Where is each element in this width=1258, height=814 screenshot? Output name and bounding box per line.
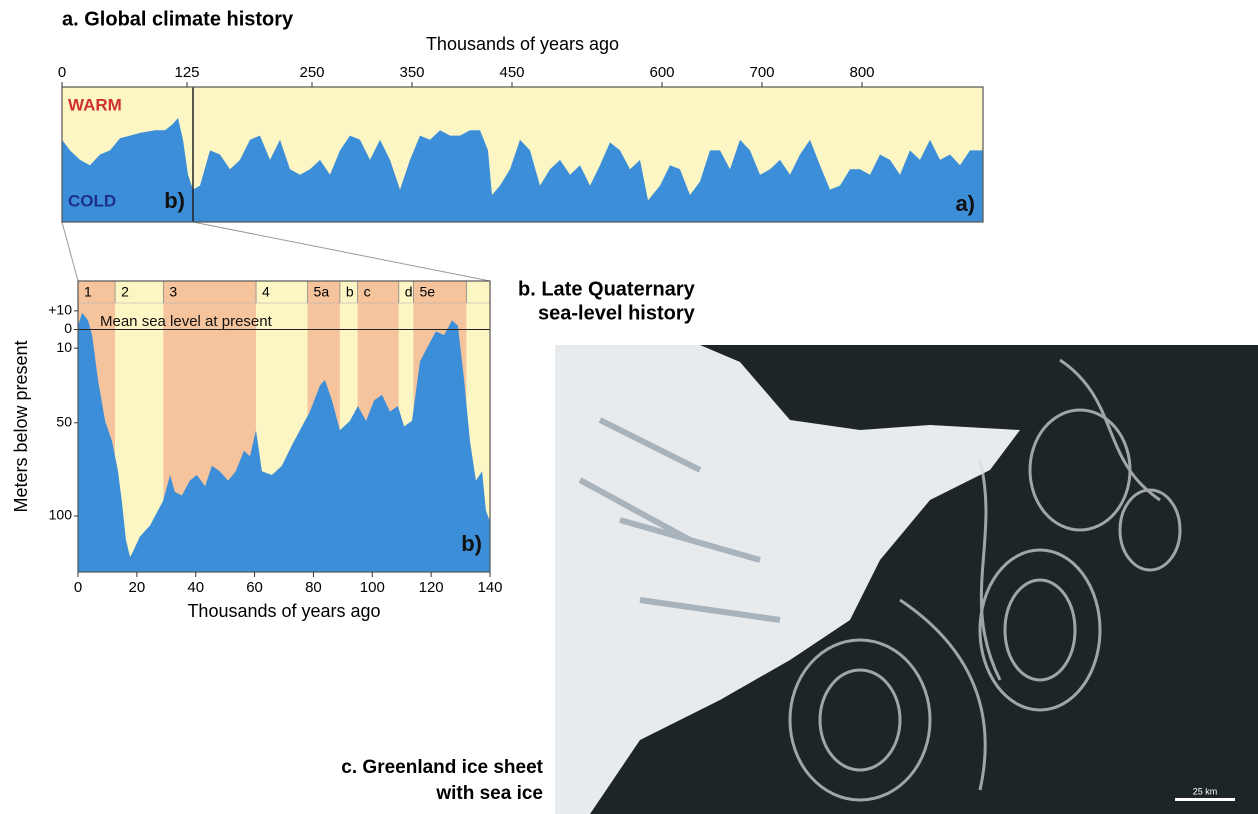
x-tick-label: 140	[477, 579, 502, 596]
annotation: Mean sea level at present	[100, 313, 273, 330]
x-tick-label: 450	[499, 64, 524, 81]
x-tick-label: 250	[299, 64, 324, 81]
x-axis-label: Thousands of years ago	[187, 601, 380, 621]
x-tick-label: 350	[399, 64, 424, 81]
annotation: COLD	[68, 191, 116, 210]
zoom-line	[61, 221, 79, 282]
x-tick-label: 600	[649, 64, 674, 81]
band-label: c	[364, 284, 371, 300]
band-label: 3	[169, 284, 177, 300]
ice-sheet	[555, 345, 1020, 814]
y-tick-label: 50	[56, 413, 72, 429]
x-tick-label: 125	[174, 64, 199, 81]
annotation: b)	[164, 188, 185, 213]
y-tick-label: 0	[64, 320, 72, 336]
band-label: b	[346, 284, 354, 300]
band-label: 5a	[314, 284, 330, 300]
panel-title: c. Greenland ice sheet	[341, 757, 543, 778]
x-tick-label: 60	[246, 579, 263, 596]
chart: 0 125 250 350 450 600 700 800 Thousands of years…	[58, 8, 984, 223]
x-axis-label: Thousands of years ago	[426, 34, 619, 54]
chart-title: sea-level history	[538, 302, 696, 324]
scale-bar	[1175, 798, 1235, 801]
area	[78, 312, 490, 572]
y-axis-label: Meters below present	[11, 340, 31, 512]
band-label: 5e	[419, 284, 435, 300]
band-label: 2	[121, 284, 129, 300]
x-tick-label: 800	[849, 64, 874, 81]
sea-ice-swirls	[788, 358, 1182, 802]
annotation: a)	[955, 191, 975, 216]
x-tick-label: 0	[58, 64, 66, 81]
scale-label: 25 km	[1193, 786, 1218, 796]
y-tick-label: +10	[48, 302, 72, 318]
x-tick-label: 120	[419, 579, 444, 596]
annotation: b)	[461, 531, 482, 556]
panel-title: with sea ice	[435, 783, 543, 804]
area	[62, 118, 983, 222]
plot-frame	[77, 280, 491, 573]
zoom-line	[192, 221, 491, 282]
annotation: WARM	[68, 95, 122, 114]
chart-title: b. Late Quaternary	[518, 278, 696, 300]
y-tick-label: 10	[56, 339, 72, 355]
y-tick-label: 100	[49, 507, 73, 523]
x-tick-label: 40	[187, 579, 204, 596]
band-label: 4	[262, 284, 270, 300]
x-tick-label: 700	[749, 64, 774, 81]
satellite-image: 25 km	[555, 345, 1258, 814]
x-tick-label: 100	[360, 579, 385, 596]
x-tick-label: 80	[305, 579, 322, 596]
chart-title: a. Global climate history	[62, 8, 294, 30]
x-tick-label: 20	[129, 579, 146, 596]
plot-frame	[61, 86, 984, 223]
band-label: d	[405, 284, 413, 300]
ridges	[578, 417, 781, 623]
x-tick-label: 0	[74, 579, 82, 596]
band-label: 1	[84, 284, 92, 300]
